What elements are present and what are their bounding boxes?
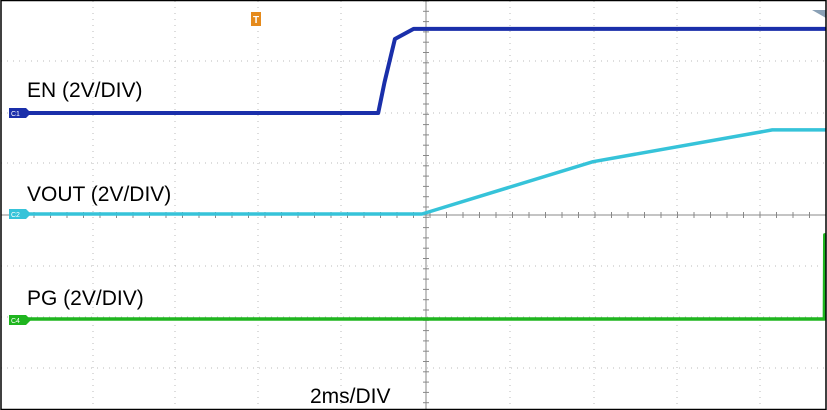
channel-marker-c4 bbox=[9, 315, 31, 325]
trigger-marker-text: T bbox=[253, 15, 259, 26]
channel-marker-text-c1: C1 bbox=[11, 111, 20, 118]
timebase-label: 2ms/DIV bbox=[310, 385, 391, 408]
series-label-pg: PG (2V/DIV) bbox=[27, 287, 144, 310]
trigger-marker: T bbox=[251, 12, 261, 26]
channel-marker-c2 bbox=[9, 209, 31, 219]
series-label-en: EN (2V/DIV) bbox=[27, 79, 143, 102]
trigger-marker-body bbox=[251, 12, 261, 26]
trigger-level-arrow bbox=[812, 10, 826, 18]
series-label-vout: VOUT (2V/DIV) bbox=[27, 183, 172, 206]
channel-marker-text-c2: C2 bbox=[11, 212, 20, 219]
channel-markers: C1 C2 C4 T bbox=[9, 10, 826, 325]
channel-marker-text-c4: C4 bbox=[11, 318, 20, 325]
channel-marker-c1 bbox=[9, 108, 31, 118]
